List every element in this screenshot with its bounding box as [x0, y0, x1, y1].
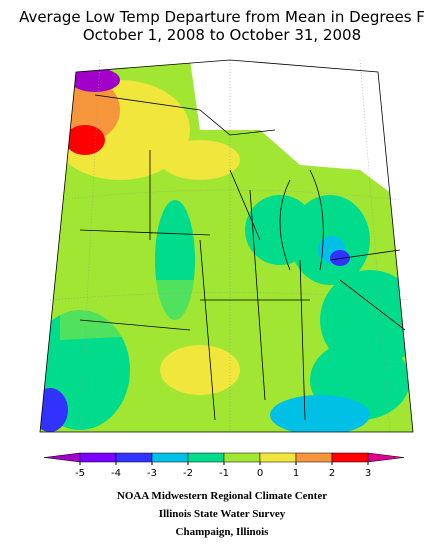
color-bar-end: [367, 452, 405, 463]
color-bar-segment: [295, 452, 333, 463]
tick-label: 0: [257, 468, 263, 479]
tick-label: -5: [75, 468, 85, 479]
color-bar-segment: [187, 452, 225, 463]
color-bar-segment: [259, 452, 297, 463]
title-line: Average Low Temp Departure from Mean in …: [19, 8, 425, 26]
footer-line: Champaign, Illinois: [176, 526, 270, 538]
color-bar-end: [43, 452, 81, 463]
color-bar-segment: [115, 452, 153, 463]
tick-label: 3: [365, 468, 371, 479]
color-bar-segment: [223, 452, 261, 463]
tick-label: 2: [329, 468, 335, 479]
tick-label: -1: [219, 468, 229, 479]
tick-label: -2: [183, 468, 193, 479]
tick-label: 1: [293, 468, 299, 479]
map-field: [40, 60, 413, 432]
footer-line: NOAA Midwestern Regional Climate Center: [117, 490, 327, 502]
map-lines: [39, 59, 414, 433]
color-bar-segment: [331, 452, 369, 463]
footer-line: Illinois State Water Survey: [159, 508, 286, 520]
tick-label: -4: [111, 468, 121, 479]
color-bar-segment: [151, 452, 189, 463]
title-line: October 1, 2008 to October 31, 2008: [83, 26, 361, 44]
tick-label: -3: [147, 468, 157, 479]
color-bar-segment: [79, 452, 117, 463]
color-bar: -5 -4 -3 -2 -1 0 1 2 3: [43, 452, 405, 479]
